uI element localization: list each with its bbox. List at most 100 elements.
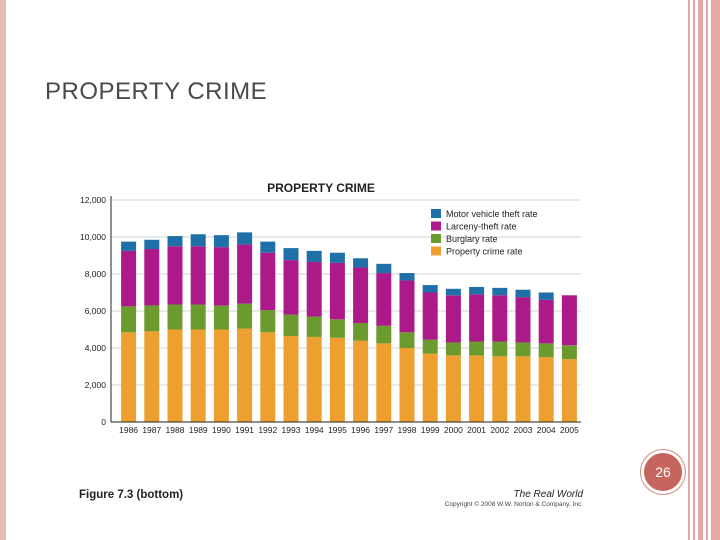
x-tick-label: 1986 (119, 425, 138, 435)
x-tick-label: 2004 (537, 425, 556, 435)
bar-segment-burglary-rate (538, 343, 554, 358)
x-tick-label: 1990 (212, 425, 231, 435)
bar-segment-motor-vehicle-theft-rate (306, 250, 322, 262)
bar-segment-larceny-theft-rate (121, 250, 137, 307)
bar-segment-burglary-rate (306, 316, 322, 337)
bar-segment-property-crime-rate (376, 343, 392, 422)
bar-segment-larceny-theft-rate (167, 246, 183, 305)
bar-segment-larceny-theft-rate (376, 273, 392, 326)
bar-segment-motor-vehicle-theft-rate (353, 258, 369, 268)
bar-segment-property-crime-rate (190, 329, 206, 422)
bar-segment-burglary-rate (422, 339, 438, 354)
bar-segment-motor-vehicle-theft-rate (167, 236, 183, 247)
bar-segment-property-crime-rate (399, 348, 415, 422)
bar-segment-property-crime-rate (260, 332, 276, 422)
bar-segment-burglary-rate (260, 310, 276, 333)
bar-segment-property-crime-rate (237, 328, 253, 422)
bar-segment-burglary-rate (237, 303, 253, 329)
bar-segment-larceny-theft-rate (213, 247, 229, 306)
x-tick-label: 1989 (189, 425, 208, 435)
bar-segment-larceny-theft-rate (492, 295, 508, 342)
y-tick-label: 0 (101, 417, 106, 427)
bar-segment-burglary-rate (213, 305, 229, 330)
bar-segment-property-crime-rate (561, 359, 577, 422)
bar-segment-burglary-rate (561, 345, 577, 360)
x-tick-label: 1998 (398, 425, 417, 435)
bar-segment-larceny-theft-rate (399, 280, 415, 333)
bar-segment-larceny-theft-rate (561, 295, 577, 346)
bar-segment-motor-vehicle-theft-rate (399, 273, 415, 281)
legend-label: Larceny-theft rate (446, 222, 517, 232)
bar-segment-larceny-theft-rate (144, 249, 160, 306)
chart-title: PROPERTY CRIME (267, 181, 375, 195)
bar-segment-motor-vehicle-theft-rate (492, 287, 508, 296)
x-tick-label: 1995 (328, 425, 347, 435)
bar-segment-motor-vehicle-theft-rate (329, 252, 345, 263)
bar-segment-larceny-theft-rate (260, 252, 276, 311)
bar-segment-motor-vehicle-theft-rate (376, 263, 392, 274)
bar-segment-property-crime-rate (329, 337, 345, 422)
x-tick-label: 1997 (374, 425, 393, 435)
book-title: The Real World (513, 489, 583, 500)
slide-title: PROPERTY CRIME (45, 78, 268, 105)
figure-caption: Figure 7.3 (bottom) (79, 489, 184, 501)
x-tick-label: 1999 (421, 425, 440, 435)
bar-segment-property-crime-rate (213, 329, 229, 422)
bar-segment-burglary-rate (399, 332, 415, 348)
bar-segment-property-crime-rate (144, 331, 160, 422)
x-tick-label: 2002 (490, 425, 509, 435)
bar-segment-motor-vehicle-theft-rate (260, 241, 276, 253)
bar-segment-burglary-rate (190, 304, 206, 330)
bar-segment-larceny-theft-rate (538, 299, 554, 344)
bar-segment-burglary-rate (167, 304, 183, 330)
bar-segment-burglary-rate (121, 306, 137, 333)
slide-right-border (688, 0, 720, 540)
x-tick-label: 1993 (282, 425, 301, 435)
bar-segment-motor-vehicle-theft-rate (283, 248, 299, 261)
bar-segment-motor-vehicle-theft-rate (144, 239, 160, 250)
bar-segment-property-crime-rate (492, 356, 508, 422)
bar-segment-burglary-rate (329, 319, 345, 338)
bar-segment-property-crime-rate (445, 355, 461, 422)
bar-segment-burglary-rate (144, 305, 160, 332)
bar-segment-property-crime-rate (121, 332, 137, 422)
bar-segment-burglary-rate (445, 342, 461, 356)
y-tick-label: 8,000 (85, 269, 107, 279)
x-tick-label: 1994 (305, 425, 324, 435)
bar-segment-property-crime-rate (469, 355, 485, 422)
bar-segment-motor-vehicle-theft-rate (213, 235, 229, 248)
bar-segment-burglary-rate (283, 314, 299, 336)
bar-segment-motor-vehicle-theft-rate (445, 288, 461, 296)
legend-swatch (431, 234, 441, 243)
bar-segment-property-crime-rate (422, 353, 438, 422)
x-tick-label: 2000 (444, 425, 463, 435)
bar-segment-larceny-theft-rate (353, 267, 369, 324)
bar-segment-motor-vehicle-theft-rate (515, 289, 531, 298)
bar-segment-larceny-theft-rate (329, 262, 345, 320)
y-tick-label: 12,000 (80, 195, 106, 205)
bar-segment-larceny-theft-rate (422, 292, 438, 340)
x-tick-label: 2005 (560, 425, 579, 435)
x-tick-label: 1988 (166, 425, 185, 435)
bar-segment-property-crime-rate (353, 340, 369, 422)
bar-segment-property-crime-rate (167, 329, 183, 422)
bar-segment-burglary-rate (353, 323, 369, 341)
legend-label: Motor vehicle theft rate (446, 209, 538, 219)
bar-segment-motor-vehicle-theft-rate (469, 286, 485, 295)
bar-segment-property-crime-rate (306, 336, 322, 422)
bar-segment-motor-vehicle-theft-rate (538, 292, 554, 300)
legend-swatch (431, 209, 441, 218)
x-tick-label: 2001 (467, 425, 486, 435)
x-tick-label: 1987 (142, 425, 161, 435)
page-number-badge: 26 (641, 450, 685, 494)
bar-segment-burglary-rate (376, 325, 392, 344)
y-tick-label: 10,000 (80, 232, 106, 242)
bar-segment-property-crime-rate (515, 356, 531, 422)
y-tick-label: 6,000 (85, 306, 107, 316)
bar-segment-larceny-theft-rate (306, 261, 322, 317)
bar-segment-motor-vehicle-theft-rate (190, 234, 206, 247)
x-tick-label: 1991 (235, 425, 254, 435)
x-tick-label: 2003 (514, 425, 533, 435)
bar-segment-property-crime-rate (538, 357, 554, 422)
